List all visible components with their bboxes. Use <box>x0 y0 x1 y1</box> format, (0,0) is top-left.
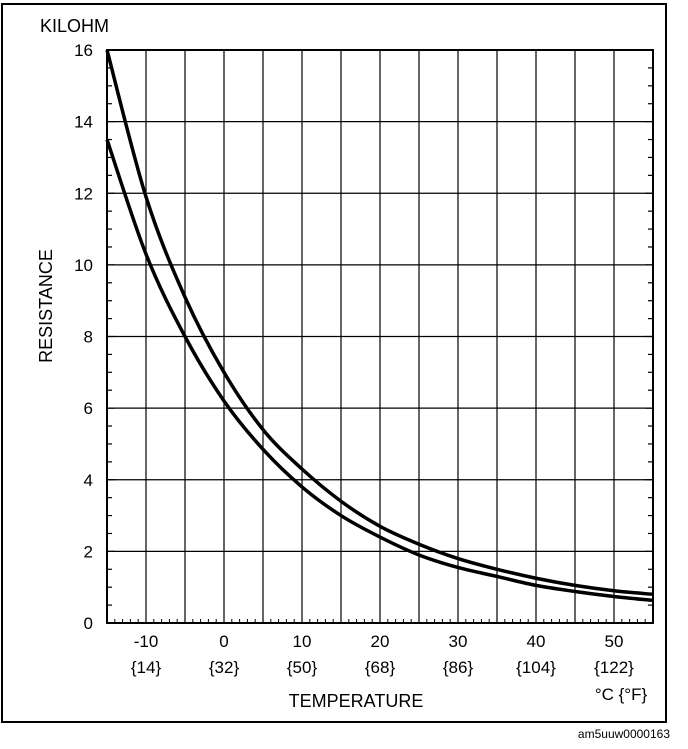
series-group <box>105 49 654 603</box>
y-tick-label: 4 <box>84 471 93 490</box>
y-tick-label: 8 <box>84 328 93 347</box>
x-tick-label-celsius: 40 <box>527 632 546 651</box>
y-tick-label: 2 <box>84 542 93 561</box>
y-tick-label: 10 <box>74 256 93 275</box>
y-tick-label: 12 <box>74 184 93 203</box>
x-tick-label-fahrenheit: {68} <box>365 658 396 677</box>
x-tick-label-celsius: 10 <box>293 632 312 651</box>
series-line <box>105 49 654 597</box>
x-unit-label: °C {°F} <box>595 685 648 704</box>
x-tick-label-celsius: 50 <box>605 632 624 651</box>
x-tick-label-celsius: 20 <box>371 632 390 651</box>
figure-code: am5uuw0000163 <box>578 727 670 741</box>
series-line <box>105 138 654 603</box>
x-tick-label-fahrenheit: {86} <box>443 658 474 677</box>
y-tick-labels: 0 2 4 6 8 10 12 14 16 <box>74 41 93 633</box>
y-tick-label: 16 <box>74 41 93 60</box>
x-tick-label-celsius: 30 <box>449 632 468 651</box>
chart-frame <box>1 3 667 723</box>
y-unit-label: KILOHM <box>40 16 109 36</box>
x-tick-label-fahrenheit: {32} <box>209 658 240 677</box>
x-tick-label-fahrenheit: {14} <box>131 658 162 677</box>
x-tick-label-fahrenheit: {50} <box>287 658 318 677</box>
x-tick-label-celsius: -10 <box>134 632 159 651</box>
x-tick-label-fahrenheit: {122} <box>594 658 634 677</box>
x-axis-title: TEMPERATURE <box>289 691 424 711</box>
x-tick-labels: -10 {14} 0 {32} 10 {50} 20 {68} 30 {86} 40 {104} 50 {… <box>131 632 634 677</box>
x-tick-label-fahrenheit: {104} <box>516 658 556 677</box>
y-axis-title: RESISTANCE <box>36 249 56 363</box>
y-tick-label: 0 <box>84 614 93 633</box>
plot-area-border <box>106 49 654 624</box>
y-tick-label: 6 <box>84 399 93 418</box>
grid <box>107 50 653 623</box>
x-tick-label-celsius: 0 <box>219 632 228 651</box>
y-tick-label: 14 <box>74 113 93 132</box>
